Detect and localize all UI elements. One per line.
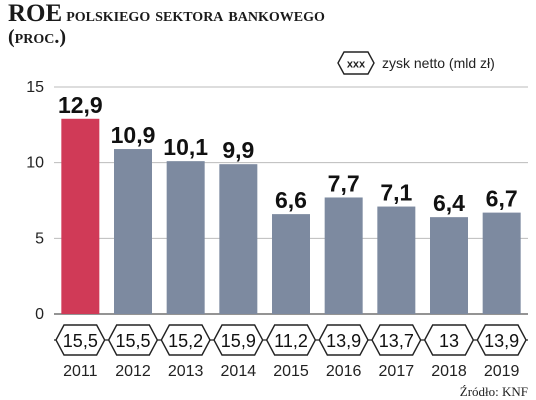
bar: [272, 214, 310, 314]
profit-badge: [371, 324, 422, 356]
bar: [219, 164, 258, 314]
profit-badge: [318, 324, 369, 356]
chart-title-main: ROE: [8, 0, 63, 27]
y-tick-label: 5: [35, 230, 44, 247]
profit-value-label: 15,5: [63, 331, 98, 351]
profit-value-label: 11,2: [274, 331, 308, 351]
x-tick-label: 2018: [431, 363, 467, 380]
bar: [482, 212, 521, 314]
profit-badge: [423, 324, 475, 356]
y-tick-label: 15: [26, 79, 44, 96]
bar-value-label: 6,7: [486, 186, 518, 212]
profit-value-label: 13,9: [326, 331, 361, 351]
bar-value-label: 7,1: [380, 180, 412, 206]
chart-title: ROE polskiego sektora bankowego: [8, 0, 325, 28]
profit-badge: [55, 324, 106, 356]
x-tick-label: 2017: [379, 363, 415, 380]
legend-label: zysk netto (mld zł): [382, 55, 495, 71]
profit-value-label: 15,5: [115, 331, 150, 351]
bar-value-label: 10,9: [111, 122, 156, 148]
x-tick-label: 2016: [326, 363, 362, 380]
y-tick-label: 0: [35, 306, 44, 323]
profit-value-label: 13,9: [484, 331, 519, 351]
chart-title-rest: polskiego sektora bankowego: [66, 4, 325, 26]
bar-value-label: 7,7: [328, 170, 360, 196]
x-tick-label: 2014: [221, 363, 257, 380]
y-tick-label: 10: [26, 155, 44, 172]
bar: [114, 149, 152, 314]
x-tick-label: 2011: [63, 363, 98, 380]
profit-badge: [107, 324, 159, 356]
profit-badge: [213, 324, 264, 356]
x-tick-label: 2019: [484, 363, 520, 380]
profit-badge: [160, 324, 211, 356]
chart-subtitle: (proc.): [8, 26, 66, 48]
profit-value-label: 13,7: [379, 331, 414, 351]
x-tick-label: 2013: [168, 363, 204, 380]
bar-value-label: 6,4: [433, 190, 465, 216]
x-tick-label: 2015: [273, 363, 309, 380]
bar-value-label: 12,9: [58, 92, 103, 118]
bar: [377, 206, 416, 314]
x-tick-label: 2012: [115, 363, 151, 380]
source-note: Źródło: KNF: [460, 384, 528, 399]
bar: [324, 197, 363, 314]
profit-value-label: 13: [439, 331, 459, 351]
bar: [166, 161, 205, 314]
bar: [61, 118, 100, 314]
legend-badge: [337, 51, 375, 75]
bar-value-label: 10,1: [163, 134, 208, 160]
bar: [430, 217, 468, 314]
bar-value-label: 6,6: [275, 187, 307, 213]
profit-badge: [265, 324, 317, 356]
bar-value-label: 9,9: [222, 137, 254, 163]
profit-value-label: 15,2: [168, 331, 203, 351]
legend-badge-text: xxx: [347, 59, 366, 71]
profit-value-label: 15,9: [221, 331, 256, 351]
profit-badge: [476, 324, 527, 356]
